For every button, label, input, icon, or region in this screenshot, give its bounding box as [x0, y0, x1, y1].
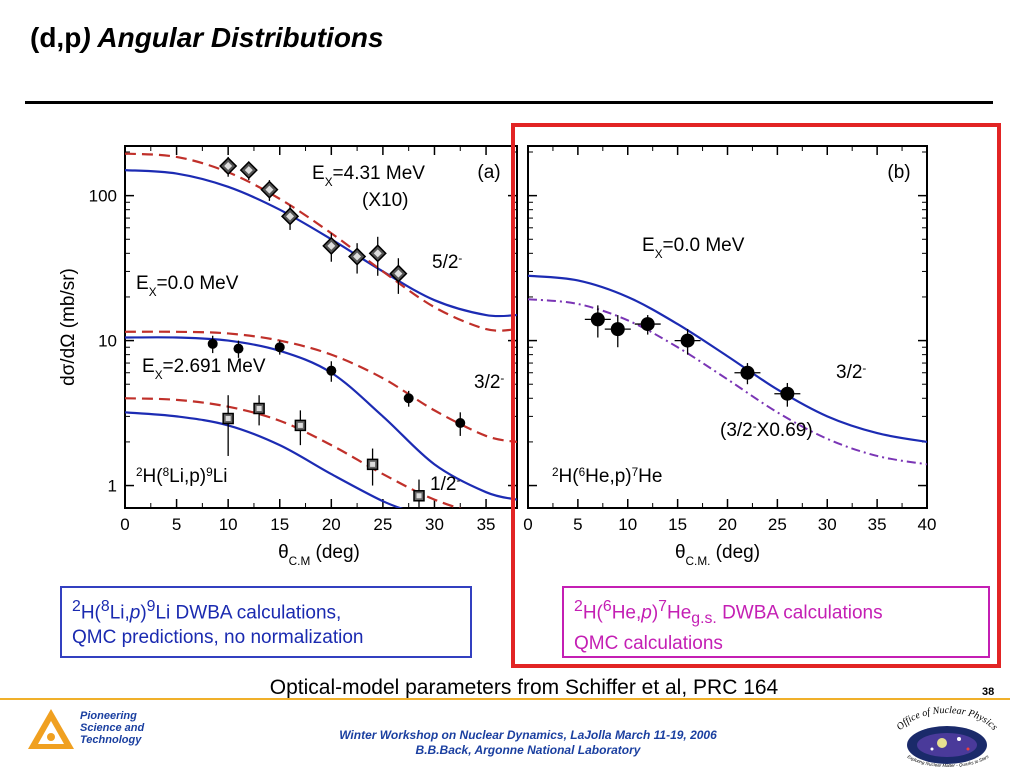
data-point-circle: [640, 317, 655, 332]
annotation-x10: (X10): [362, 190, 408, 211]
data-point-diamond-inner: [373, 249, 382, 258]
y-axis-title: dσ/dΩ (mb/sr): [58, 268, 79, 386]
curve-1-2-dwba: [125, 411, 404, 508]
x-axis-title-b: θC.M. (deg): [675, 542, 760, 568]
footer-divider: [0, 698, 1010, 700]
panel-a: 0 5 10 15 20 25 30 35 1 10 100 θC.M (deg) (a) EX=4.31…: [58, 145, 518, 568]
slide-title: (d,p) Angular Distributions: [30, 22, 384, 54]
anl-tagline: Pioneering Science and Technology: [80, 710, 145, 746]
curve-3-2-dwba: [528, 274, 927, 443]
data-point-square-inner: [256, 406, 262, 412]
x-tick-label-a: 15: [270, 515, 289, 534]
data-point-diamond-inner: [327, 241, 336, 250]
annotation-ex-0-0-a: EX=0.0 MeV: [136, 273, 239, 299]
x-tick-label-a: 25: [373, 515, 392, 534]
data-point-circle: [680, 333, 695, 348]
data-point-square-inner: [370, 461, 376, 467]
caption-left-line1: 2H(8Li,p)9Li DWBA calculations,: [72, 598, 342, 624]
footer-line1: Winter Workshop on Nuclear Dynamics, LaJ…: [339, 728, 717, 742]
data-point-circle: [403, 393, 414, 404]
panel-label-b: (b): [887, 162, 910, 183]
annotation-ex-4-31: EX=4.31 MeV: [312, 163, 425, 189]
data-point-diamond-inner: [244, 166, 253, 175]
title-rest: ) Angular Distributions: [81, 22, 384, 53]
x-tick-label-a: 5: [172, 515, 181, 534]
plot-frame-a: [124, 145, 518, 509]
x-tick-label-b: 35: [868, 515, 887, 534]
caption-right-line2: QMC calculations: [574, 633, 723, 655]
data-point-diamond-inner: [286, 212, 295, 221]
data-point-diamond-inner: [265, 185, 274, 194]
caption-right: 2H(6He,p)7Heg.s. DWBA calculations QMC c…: [562, 586, 990, 658]
x-axis-title-a: θC.M (deg): [278, 542, 360, 568]
optical-model-note: Optical-model parameters from Schiffer e…: [269, 676, 779, 699]
x-tick-label-b: 40: [918, 515, 937, 534]
x-tick-label-b: 25: [768, 515, 787, 534]
curve-3-2-x0-69: [528, 298, 927, 466]
argonne-logo-icon: [28, 709, 74, 749]
data-point-circle: [590, 312, 605, 327]
data-point-circle: [740, 365, 755, 380]
data-point-circle: [610, 322, 625, 337]
annotation-3-2-a: 3/2-: [474, 372, 504, 394]
data-point-circle: [207, 338, 218, 349]
x-tick-label-a: 35: [477, 515, 496, 534]
x-tick-label-b: 15: [668, 515, 687, 534]
title-prefix: (d,p: [30, 22, 82, 53]
reaction-label-a: 2H(8Li,p)9Li: [136, 466, 227, 488]
curve-1-2-qmc: [125, 397, 462, 508]
x-tick-label-b: 20: [718, 515, 737, 534]
y-tick-label: 1: [108, 477, 117, 496]
x-tick-label-a: 30: [425, 515, 444, 534]
x-tick-label-a: 10: [219, 515, 238, 534]
data-point-square-inner: [297, 422, 303, 428]
annotation-5-2: 5/2-: [432, 252, 462, 274]
x-tick-label-b: 5: [573, 515, 582, 534]
data-point-diamond-inner: [224, 162, 233, 171]
annotation-ex-0-0-b: EX=0.0 MeV: [642, 235, 745, 261]
x-tick-label-b: 0: [523, 515, 532, 534]
data-point-diamond-inner: [394, 269, 403, 278]
annotation-3-2-b: 3/2-: [836, 362, 866, 384]
data-point-diamond-inner: [353, 252, 362, 261]
annotation-ex-2-691: EX=2.691 MeV: [142, 356, 266, 382]
title-divider: [25, 101, 993, 104]
x-tick-label-a: 20: [322, 515, 341, 534]
y-tick-label: 10: [98, 332, 117, 351]
caption-left-line2: QMC predictions, no normalization: [72, 627, 364, 649]
office-of-nuclear-physics-logo-icon: Office of Nuclear Physics Exploring Nucl…: [895, 705, 1000, 767]
data-point-circle: [326, 365, 337, 376]
highlight-box: [511, 123, 1001, 668]
panel-b: 0 5 10 15 20 25 30 35 40 θC.M. (deg) (b) EX=0.0 MeV…: [523, 145, 937, 568]
footer-line2: B.B.Back, Argonne National Laboratory: [415, 743, 641, 757]
data-point-circle: [233, 343, 244, 354]
data-point-square-inner: [416, 493, 422, 499]
page-number: 38: [982, 686, 995, 698]
plot-frame-b: [527, 145, 928, 509]
curve-3-2-qmc: [125, 330, 517, 443]
data-point-square-inner: [225, 416, 231, 422]
caption-left: 2H(8Li,p)9Li DWBA calculations, QMC pred…: [60, 586, 472, 658]
reaction-label-b: 2H(6He,p)7He: [552, 466, 662, 488]
x-tick-label-b: 10: [618, 515, 637, 534]
curve-5-2-dwba: [125, 169, 517, 318]
data-point-circle: [455, 418, 466, 429]
data-point-circle: [780, 386, 795, 401]
x-tick-label-b: 30: [818, 515, 837, 534]
annotation-3-2-x069: (3/2-X0.69): [720, 420, 813, 442]
caption-right-line1: 2H(6He,p)7Heg.s. DWBA calculations: [574, 598, 883, 628]
x-tick-label-a: 0: [120, 515, 129, 534]
annotation-1-2: 1/2-: [430, 474, 460, 496]
data-point-circle: [274, 342, 285, 353]
panel-label-a: (a): [477, 162, 500, 183]
y-tick-label: 100: [89, 187, 117, 206]
footer: Winter Workshop on Nuclear Dynamics, LaJ…: [0, 728, 1024, 758]
